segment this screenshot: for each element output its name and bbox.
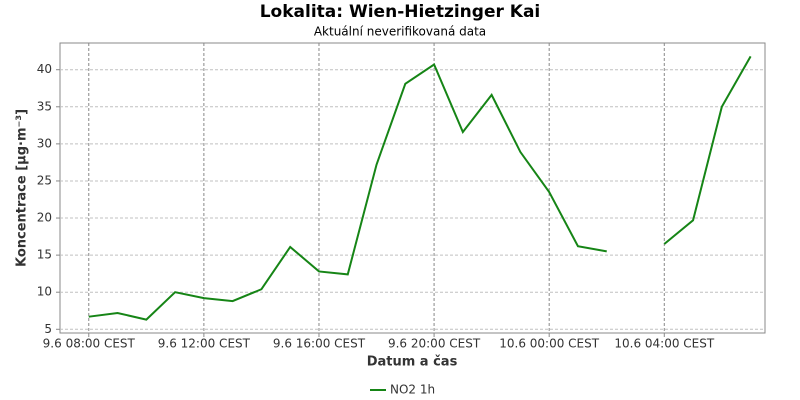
- y-tick-label: 5: [44, 322, 52, 336]
- chart-subtitle: Aktuální neverifikovaná data: [314, 25, 486, 39]
- x-tick-label: 10.6 04:00 CEST: [614, 337, 715, 351]
- y-tick-label: 35: [37, 99, 52, 113]
- plot-area: [59, 42, 766, 334]
- x-tick-label: 9.6 20:00 CEST: [388, 337, 481, 351]
- x-tick-label: 10.6 00:00 CEST: [499, 337, 600, 351]
- x-tick-label: 9.6 08:00 CEST: [43, 337, 136, 351]
- y-tick-label: 40: [37, 62, 52, 76]
- x-tick-label: 9.6 16:00 CEST: [273, 337, 366, 351]
- legend-label: NO2 1h: [390, 383, 435, 397]
- x-tick-label: 9.6 12:00 CEST: [158, 337, 251, 351]
- x-axis-title: Datum a čas: [367, 355, 458, 370]
- chart-title: Lokalita: Wien-Hietzinger Kai: [260, 2, 541, 22]
- y-tick-label: 10: [37, 285, 52, 299]
- y-tick-label: 20: [37, 211, 52, 225]
- y-axis-title: Koncentrace [µg·m⁻³]: [15, 109, 30, 267]
- y-tick-label: 25: [37, 173, 52, 187]
- y-tick-label: 15: [37, 248, 52, 262]
- data-line: [88, 55, 752, 321]
- y-tick-label: 30: [37, 136, 52, 150]
